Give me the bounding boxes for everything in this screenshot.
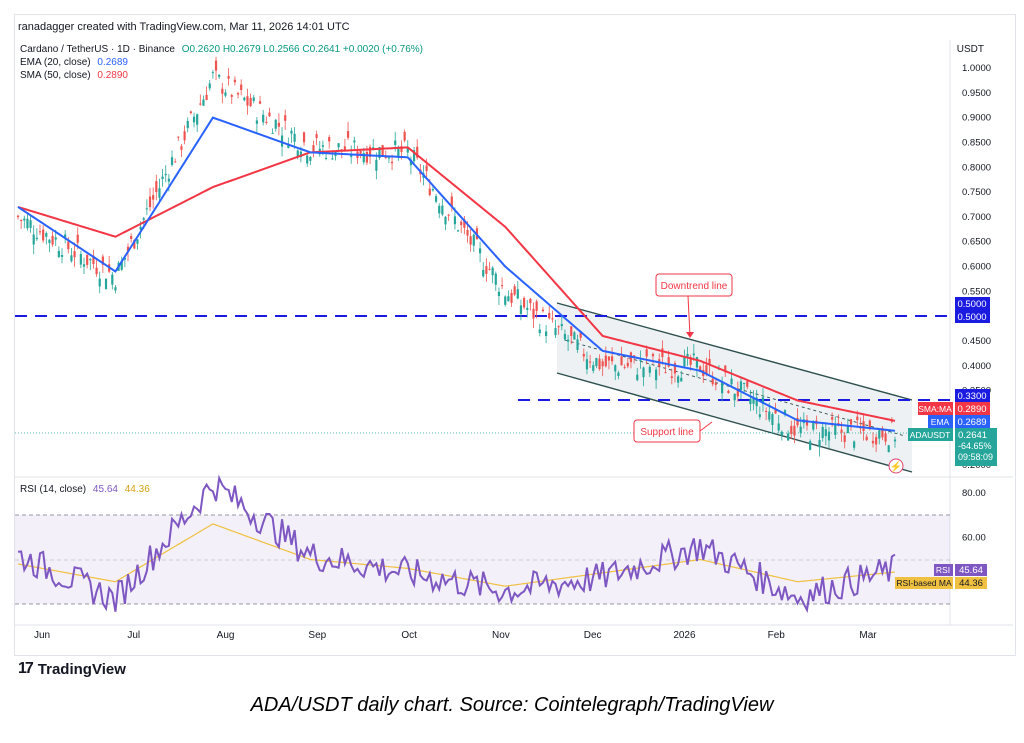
legend-rsi-value: 45.64 bbox=[92, 484, 118, 495]
legend-sma: SMA (50, close) 0.2890 bbox=[20, 70, 128, 81]
chart-meta: ranadagger created with TradingView.com,… bbox=[18, 21, 350, 33]
legend-symbol-name: Cardano / TetherUS · 1D · Binance bbox=[20, 44, 175, 55]
legend-rsi-ma-value: 44.36 bbox=[124, 484, 150, 495]
legend-ema-label: EMA (20, close) bbox=[20, 57, 91, 68]
legend-rsi: RSI (14, close) 45.64 44.36 bbox=[20, 484, 150, 495]
legend-ema: EMA (20, close) 0.2689 bbox=[20, 57, 128, 68]
tradingview-logo[interactable]: 17 TradingView bbox=[18, 660, 126, 678]
legend-ema-value: 0.2689 bbox=[97, 57, 128, 68]
figure-caption: ADA/USDT daily chart. Source: Cointelegr… bbox=[250, 694, 774, 716]
legend-rsi-label: RSI (14, close) bbox=[20, 484, 87, 495]
tradingview-mark-icon: 17 bbox=[18, 660, 34, 677]
chart-frame bbox=[14, 14, 1016, 656]
price-axis-unit: USDT bbox=[956, 44, 984, 55]
legend-ohlc: O0.2620 H0.2679 L0.2566 C0.2641 +0.0020 … bbox=[181, 44, 423, 55]
tradingview-brand-name: TradingView bbox=[37, 660, 126, 678]
legend-sma-label: SMA (50, close) bbox=[20, 70, 91, 81]
legend-symbol: Cardano / TetherUS · 1D · Binance O0.262… bbox=[20, 44, 423, 55]
legend-sma-value: 0.2890 bbox=[97, 70, 128, 81]
